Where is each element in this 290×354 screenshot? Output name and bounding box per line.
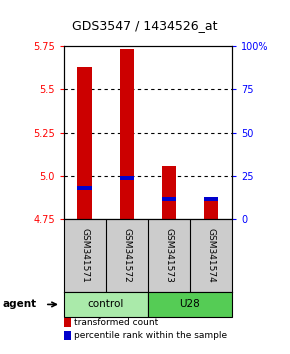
Bar	[162, 166, 176, 219]
Text: GSM341571: GSM341571	[80, 228, 89, 283]
Text: percentile rank within the sample: percentile rank within the sample	[74, 331, 227, 340]
Text: GSM341573: GSM341573	[164, 228, 173, 283]
Bar	[119, 176, 134, 180]
Text: GSM341572: GSM341572	[122, 228, 131, 283]
Bar	[77, 67, 92, 219]
Text: GSM341574: GSM341574	[206, 228, 215, 283]
Bar	[204, 197, 218, 201]
Text: agent: agent	[3, 299, 37, 309]
Bar	[148, 292, 232, 317]
Bar	[204, 199, 218, 219]
Bar	[77, 186, 92, 190]
Text: U28: U28	[180, 299, 200, 309]
Text: control: control	[88, 299, 124, 309]
Bar	[162, 197, 176, 201]
Bar	[119, 50, 134, 219]
Text: GDS3547 / 1434526_at: GDS3547 / 1434526_at	[72, 19, 218, 33]
Bar	[64, 292, 148, 317]
Text: transformed count: transformed count	[74, 318, 158, 327]
